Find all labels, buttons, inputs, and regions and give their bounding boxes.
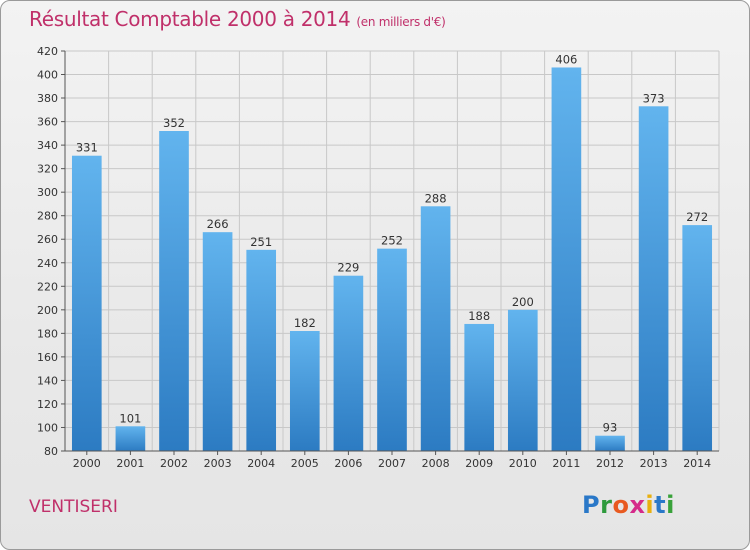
bar-value-label: 272 [686,210,708,224]
y-tick-label: 280 [37,210,58,223]
y-tick-label: 420 [37,45,58,58]
bar [551,67,582,452]
y-tick-label: 240 [37,257,58,270]
y-tick-label: 360 [37,116,58,129]
commune-name: VENTISERI [29,497,118,517]
bar-value-label: 288 [425,191,447,205]
bar-value-label: 352 [163,116,185,130]
x-tick-label: 2009 [465,457,493,470]
bar [507,309,538,451]
proxiti-logo: Proxiti [582,491,675,519]
logo-letter: P [582,491,601,519]
bar-value-label: 252 [381,234,403,248]
y-tick-label: 80 [44,445,58,458]
bar [202,232,233,451]
bar [638,106,669,451]
x-tick-label: 2005 [291,457,319,470]
y-tick-label: 220 [37,280,58,293]
x-tick-label: 2001 [116,457,144,470]
logo-letter: i [645,491,655,519]
y-tick-label: 260 [37,233,58,246]
y-tick-label: 140 [37,374,58,387]
x-tick-label: 2004 [247,457,275,470]
x-tick-label: 2006 [334,457,362,470]
y-tick-label: 180 [37,327,58,340]
x-tick-label: 2010 [509,457,537,470]
bar [420,206,451,451]
bar-value-label: 182 [294,316,316,330]
x-tick-label: 2013 [640,457,668,470]
bar-value-label: 229 [337,261,359,275]
bar [115,426,146,451]
y-tick-label: 340 [37,139,58,152]
logo-letter: o [612,491,630,519]
bar-value-label: 101 [119,411,141,425]
bar-value-label: 331 [76,141,98,155]
bar-value-label: 251 [250,235,272,249]
x-tick-label: 2002 [160,457,188,470]
chart-title: Résultat Comptable 2000 à 2014 (en millie… [29,7,446,31]
y-tick-label: 120 [37,398,58,411]
bar [333,275,364,451]
bar-value-label: 93 [603,421,618,435]
chart-unit: (en milliers d'€) [356,15,446,29]
logo-letter: x [629,491,646,519]
bar [464,323,495,451]
bar-value-label: 406 [555,52,577,66]
y-tick-label: 320 [37,163,58,176]
y-tick-label: 100 [37,421,58,434]
bar-value-label: 188 [468,309,490,323]
bar [595,435,625,451]
bar-value-label: 373 [643,91,665,105]
bar-value-label: 200 [512,295,534,309]
logo-letter: t [654,491,667,519]
y-tick-label: 300 [37,186,58,199]
x-tick-label: 2014 [683,457,711,470]
bar [159,131,189,451]
x-tick-label: 2007 [378,457,406,470]
chart-title-text: Résultat Comptable 2000 à 2014 [29,7,351,31]
y-tick-label: 160 [37,351,58,364]
bar [289,331,320,451]
x-tick-label: 2012 [596,457,624,470]
y-tick-label: 400 [37,69,58,82]
logo-letter: i [666,491,675,519]
x-tick-label: 2008 [422,457,450,470]
y-tick-label: 200 [37,304,58,317]
x-tick-label: 2011 [552,457,580,470]
bar-value-label: 266 [207,217,229,231]
x-tick-label: 2003 [204,457,232,470]
bar [246,249,277,451]
logo-letter: r [600,491,613,519]
bar [377,248,407,451]
bar [71,155,102,452]
x-tick-label: 2000 [73,457,101,470]
bar [682,225,713,451]
y-tick-label: 380 [37,92,58,105]
